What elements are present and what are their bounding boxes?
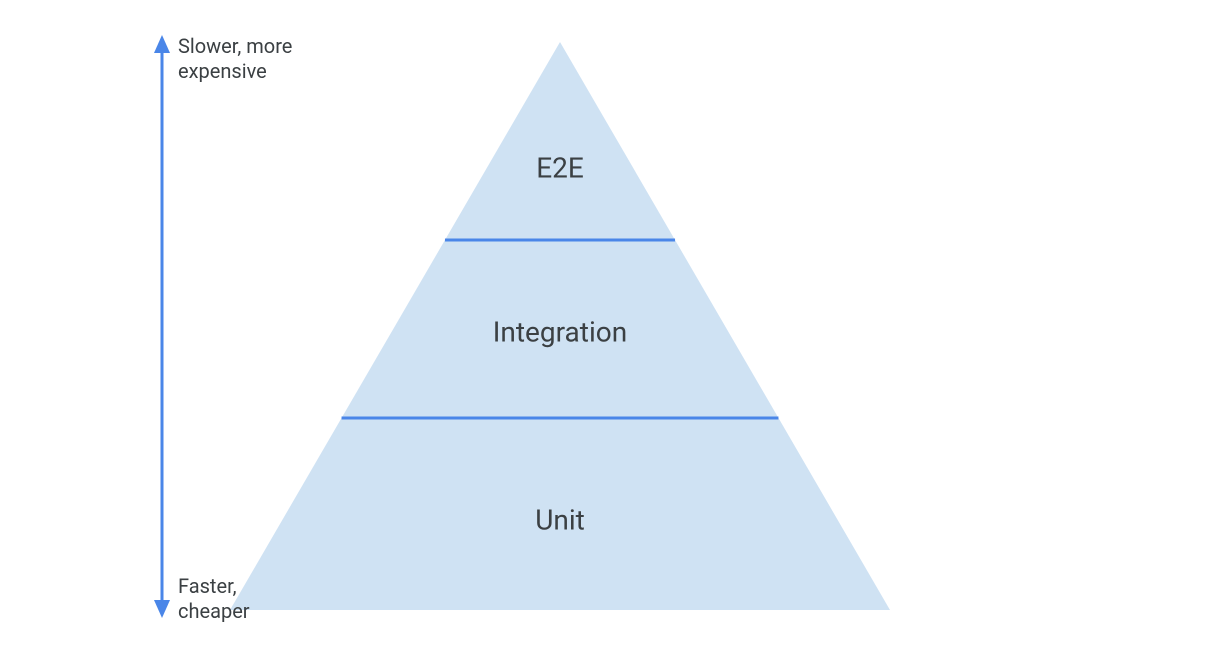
axis-arrowhead-bottom: [154, 600, 170, 618]
axis-label-top: Slower, more expensive: [178, 34, 292, 84]
axis-arrowhead-top: [154, 35, 170, 53]
layer-label-e2e: E2E: [536, 152, 584, 185]
testing-pyramid-diagram: E2E Integration Unit Slower, more expens…: [0, 0, 1222, 666]
layer-label-unit: Unit: [535, 504, 585, 537]
layer-label-integration: Integration: [493, 316, 627, 349]
axis-label-bottom: Faster, cheaper: [178, 574, 250, 624]
